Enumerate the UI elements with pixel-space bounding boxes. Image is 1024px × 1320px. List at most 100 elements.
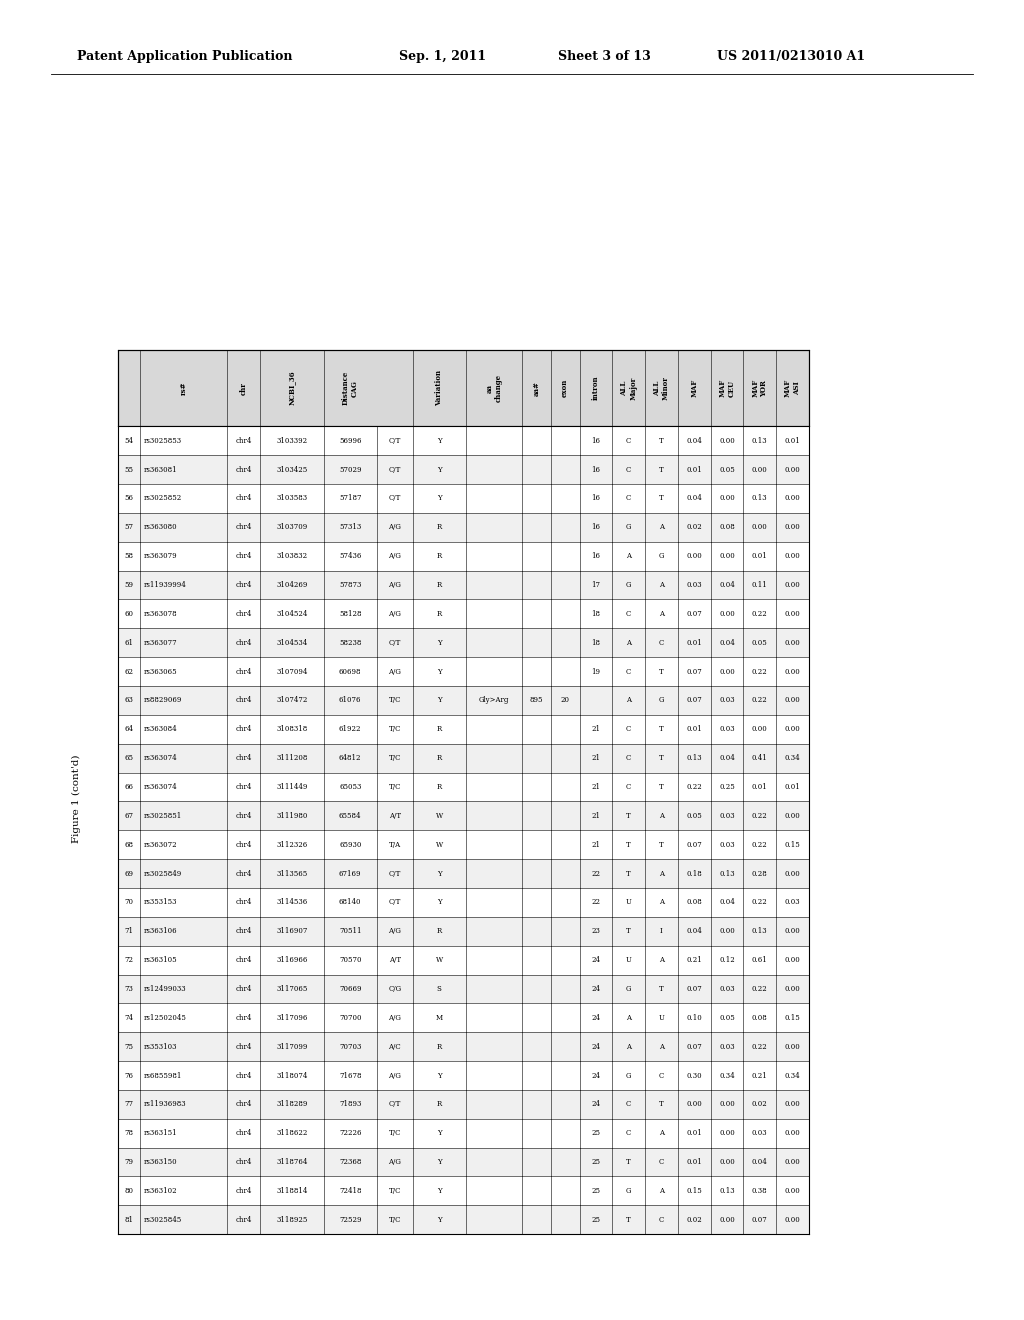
Text: 16: 16 <box>592 466 600 474</box>
Text: rs3025849: rs3025849 <box>143 870 181 878</box>
Text: 0.13: 0.13 <box>752 927 768 936</box>
Bar <box>118 513 809 541</box>
Text: Y: Y <box>437 668 441 676</box>
Text: T: T <box>659 783 664 791</box>
Bar <box>118 628 809 657</box>
Text: 0.00: 0.00 <box>719 1158 735 1166</box>
Text: 57873: 57873 <box>339 581 361 589</box>
Text: 0.00: 0.00 <box>784 697 801 705</box>
Text: 0.07: 0.07 <box>686 610 702 618</box>
Text: 895: 895 <box>529 697 544 705</box>
Text: rs363079: rs363079 <box>143 552 177 560</box>
Text: 21: 21 <box>592 812 600 820</box>
Text: 3104269: 3104269 <box>276 581 307 589</box>
Text: C: C <box>626 1101 632 1109</box>
Text: 0.13: 0.13 <box>752 495 768 503</box>
Text: 54: 54 <box>125 437 133 445</box>
Text: T/C: T/C <box>388 754 401 762</box>
Text: rs353103: rs353103 <box>143 1043 177 1051</box>
Text: 0.04: 0.04 <box>719 639 735 647</box>
Text: 0.22: 0.22 <box>752 985 768 993</box>
Text: rs363065: rs363065 <box>143 668 177 676</box>
Text: T: T <box>659 1101 664 1109</box>
Text: 17: 17 <box>592 581 600 589</box>
Text: chr4: chr4 <box>236 841 252 849</box>
Text: R: R <box>436 581 442 589</box>
Text: 0.28: 0.28 <box>752 870 768 878</box>
Text: C: C <box>658 1158 665 1166</box>
Text: chr4: chr4 <box>236 639 252 647</box>
Text: rs3025845: rs3025845 <box>143 1216 181 1224</box>
Text: 0.34: 0.34 <box>784 1072 801 1080</box>
Text: R: R <box>436 754 442 762</box>
Text: C: C <box>658 1072 665 1080</box>
Text: 19: 19 <box>592 668 600 676</box>
Text: chr4: chr4 <box>236 725 252 734</box>
Text: T: T <box>627 870 631 878</box>
Text: ALL
Minor: ALL Minor <box>653 376 670 400</box>
Text: C: C <box>658 1216 665 1224</box>
Text: A: A <box>659 581 664 589</box>
Text: 71893: 71893 <box>339 1101 361 1109</box>
Text: C/T: C/T <box>388 639 401 647</box>
Text: G: G <box>626 1072 632 1080</box>
Text: 61: 61 <box>125 639 133 647</box>
Text: T: T <box>659 466 664 474</box>
Text: 0.18: 0.18 <box>686 870 702 878</box>
Text: 0.04: 0.04 <box>719 899 735 907</box>
Text: 0.03: 0.03 <box>686 581 702 589</box>
Text: T: T <box>659 985 664 993</box>
Text: 65930: 65930 <box>339 841 361 849</box>
Text: chr4: chr4 <box>236 783 252 791</box>
Text: 0.00: 0.00 <box>686 1101 702 1109</box>
Text: 0.30: 0.30 <box>686 1072 702 1080</box>
Text: 0.13: 0.13 <box>752 437 768 445</box>
Text: T: T <box>659 725 664 734</box>
Text: C/T: C/T <box>388 437 401 445</box>
Text: rs363150: rs363150 <box>143 1158 177 1166</box>
Text: rs363080: rs363080 <box>143 523 177 532</box>
Text: 0.04: 0.04 <box>719 754 735 762</box>
Text: C: C <box>626 1129 632 1138</box>
Text: 79: 79 <box>125 1158 133 1166</box>
Text: C/T: C/T <box>388 870 401 878</box>
Text: 80: 80 <box>125 1187 133 1195</box>
Text: W: W <box>435 956 443 964</box>
Text: 3111449: 3111449 <box>276 783 307 791</box>
Text: chr4: chr4 <box>236 870 252 878</box>
Text: Gly>Arg: Gly>Arg <box>479 697 509 705</box>
Text: A/G: A/G <box>388 1014 401 1022</box>
Text: 18: 18 <box>592 639 600 647</box>
Text: T: T <box>659 495 664 503</box>
Text: rs8829069: rs8829069 <box>143 697 181 705</box>
Text: 3103709: 3103709 <box>276 523 307 532</box>
Text: 57: 57 <box>125 523 133 532</box>
Text: U: U <box>658 1014 665 1022</box>
Text: NCBI_36: NCBI_36 <box>288 371 296 405</box>
Text: C/T: C/T <box>388 495 401 503</box>
Text: C: C <box>626 610 632 618</box>
Text: 0.03: 0.03 <box>719 725 735 734</box>
Text: 0.05: 0.05 <box>686 812 702 820</box>
Text: Y: Y <box>437 899 441 907</box>
Text: 0.05: 0.05 <box>719 466 735 474</box>
Text: R: R <box>436 783 442 791</box>
Text: A/T: A/T <box>389 812 400 820</box>
Text: R: R <box>436 610 442 618</box>
Text: chr4: chr4 <box>236 552 252 560</box>
Text: 0.03: 0.03 <box>719 985 735 993</box>
Text: 0.07: 0.07 <box>686 841 702 849</box>
Bar <box>118 1119 809 1147</box>
Text: rs3025853: rs3025853 <box>143 437 181 445</box>
Text: chr4: chr4 <box>236 466 252 474</box>
Text: 25: 25 <box>592 1158 600 1166</box>
Text: 3117065: 3117065 <box>276 985 307 993</box>
Text: 24: 24 <box>592 1072 600 1080</box>
Text: 0.05: 0.05 <box>752 639 768 647</box>
Text: A/G: A/G <box>388 668 401 676</box>
Text: 67169: 67169 <box>339 870 361 878</box>
Text: rs363072: rs363072 <box>143 841 177 849</box>
Text: 0.01: 0.01 <box>686 639 702 647</box>
Text: G: G <box>658 697 665 705</box>
Text: T/A: T/A <box>389 841 400 849</box>
